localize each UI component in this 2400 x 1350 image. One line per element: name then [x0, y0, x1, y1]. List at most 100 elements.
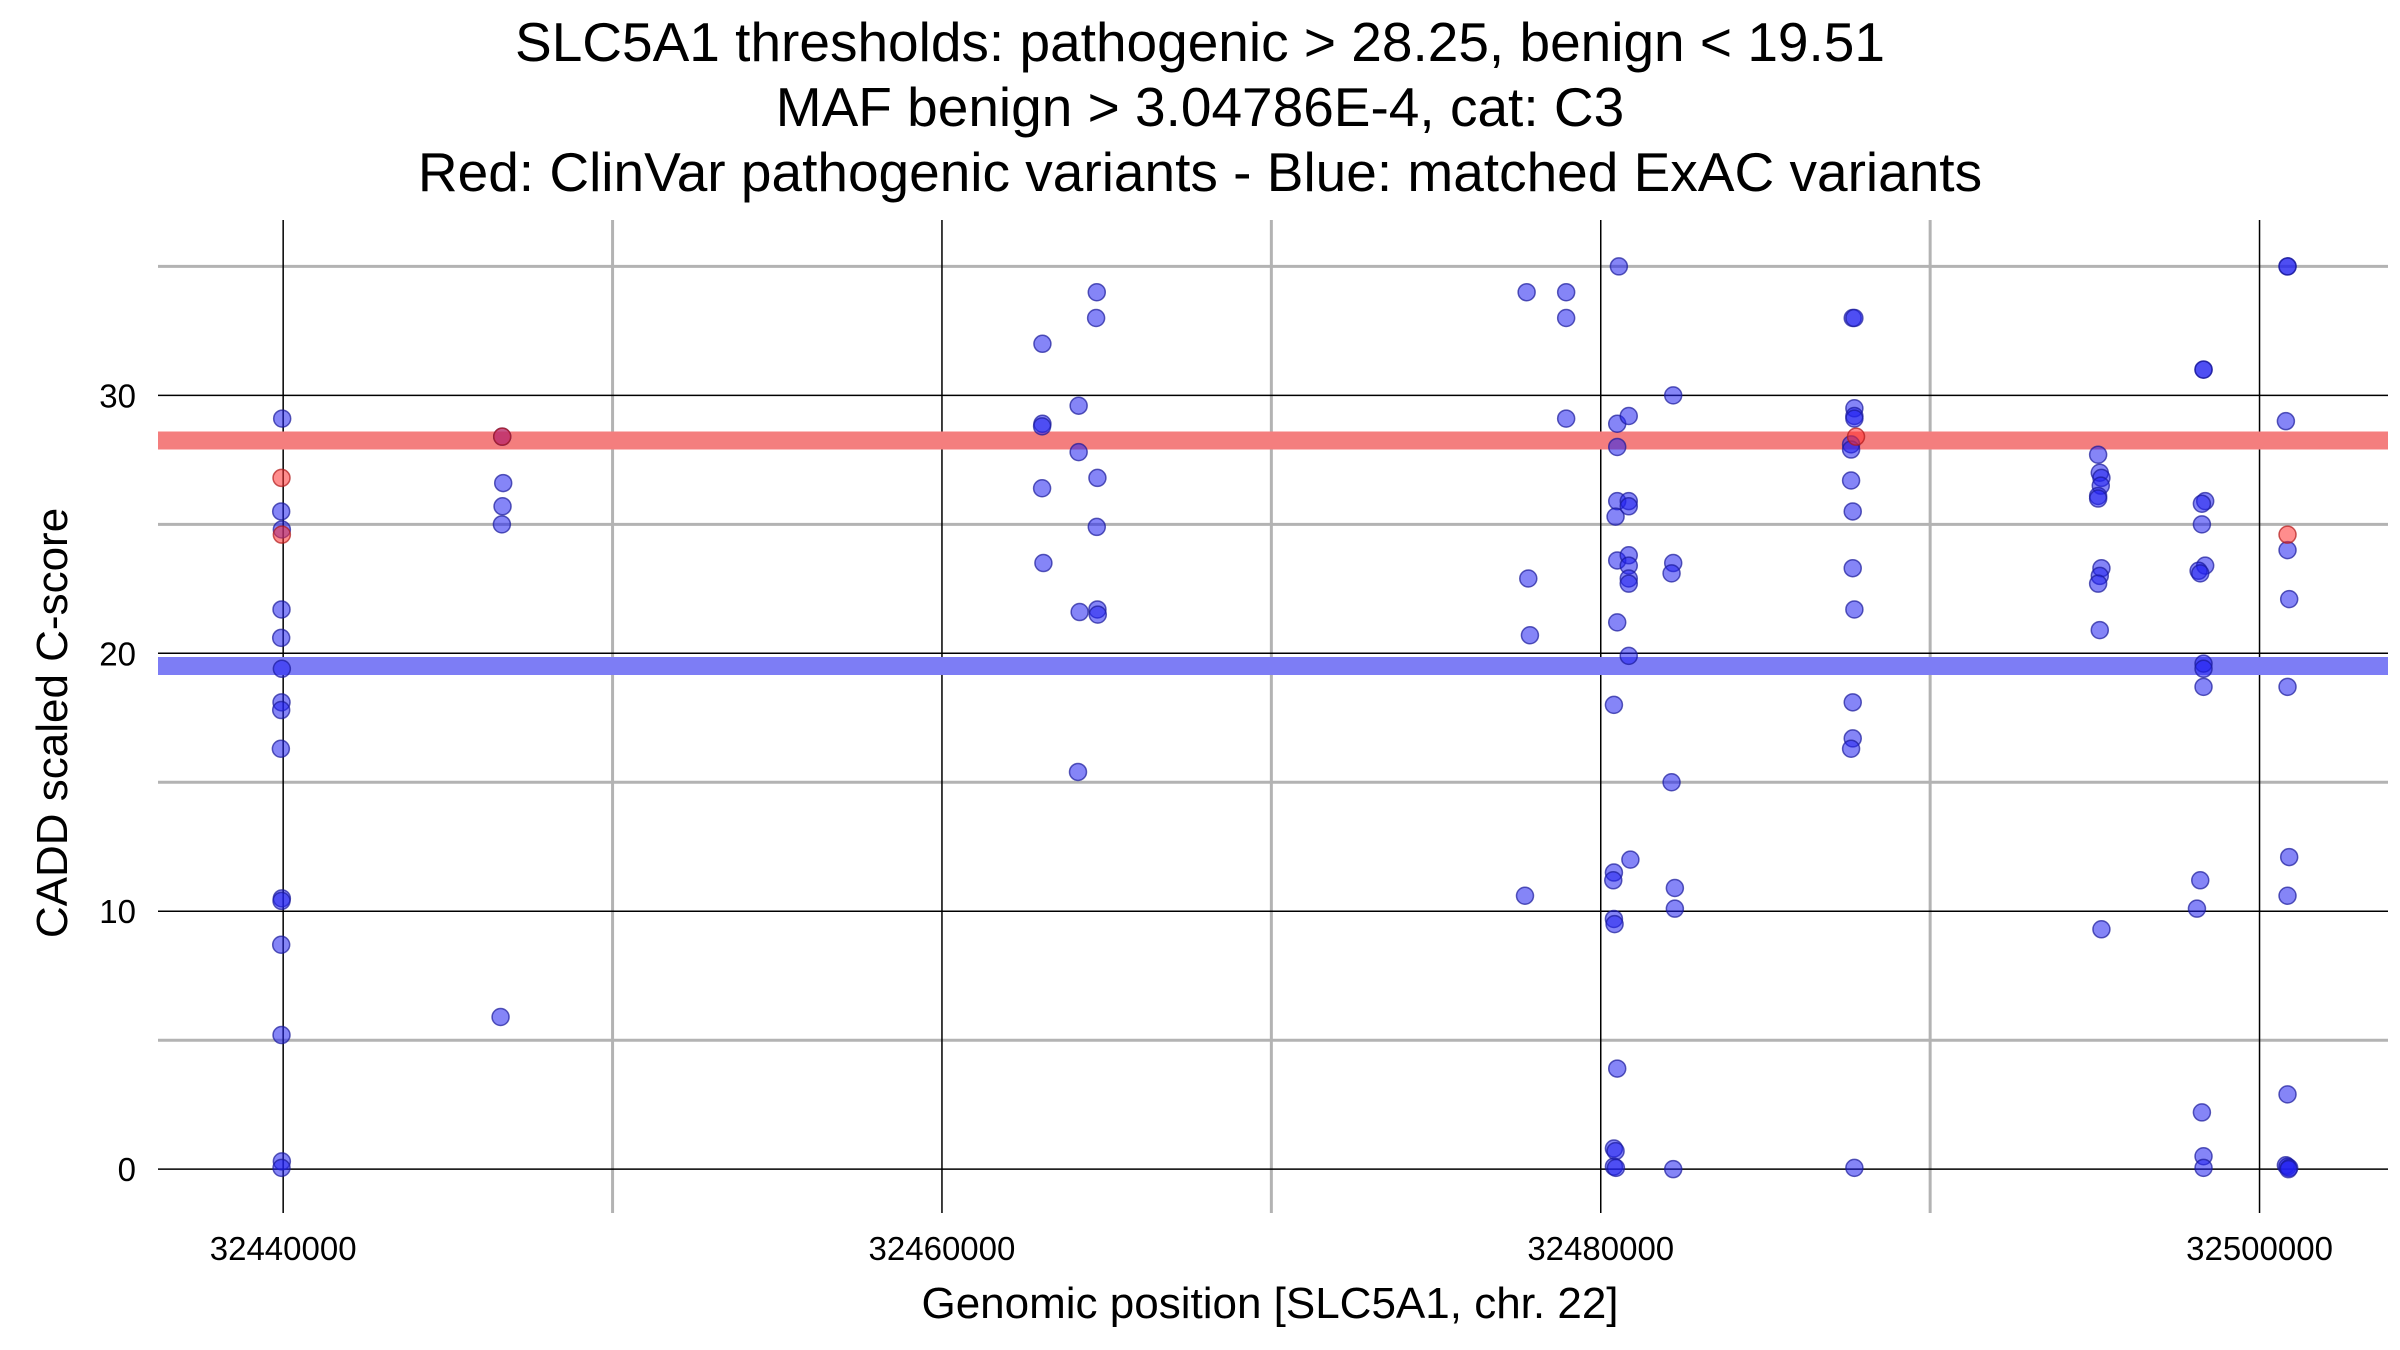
exac-variant-point	[1665, 899, 1685, 918]
exac-variant-point	[271, 700, 291, 720]
exac-variant-point	[1845, 409, 1864, 428]
exac-variant-point	[493, 473, 513, 493]
exac-variant-point	[272, 1025, 291, 1045]
exac-variant-point	[2092, 920, 2111, 939]
exac-variant-point	[271, 935, 291, 955]
clinvar-pathogenic-point	[272, 525, 292, 544]
exac-variant-point	[1556, 282, 1576, 302]
exac-variant-point	[491, 1007, 510, 1027]
exac-variant-point	[1607, 1059, 1627, 1078]
exac-variant-point	[2190, 871, 2210, 890]
clinvar-pathogenic-point	[1846, 427, 1866, 446]
exac-variant-point	[493, 497, 512, 516]
exac-variant-point	[1841, 471, 1861, 490]
exac-variant-point	[1517, 282, 1536, 302]
exac-variant-point	[1034, 553, 1053, 573]
exac-variant-point	[272, 659, 292, 679]
exac-variant-point	[1845, 1158, 1864, 1178]
exac-variant-point	[2278, 677, 2297, 697]
exac-variant-point	[1520, 626, 1540, 645]
exac-variant-point	[1515, 886, 1535, 906]
point-layer	[271, 257, 2299, 1179]
x-tick-label: 32460000	[869, 1230, 1016, 1267]
exac-variant-point	[1843, 558, 1862, 578]
exac-variant-point	[271, 628, 291, 648]
y-tick-label: 10	[99, 893, 136, 930]
grid-layer	[158, 220, 2388, 1213]
exac-variant-point	[1033, 334, 1052, 354]
exac-variant-point	[1621, 850, 1640, 869]
x-axis-title: Genomic position [SLC5A1, chr. 22]	[921, 1279, 1618, 1328]
exac-variant-point	[2192, 515, 2212, 534]
exac-variant-point	[2194, 1158, 2213, 1178]
exac-variant-point	[1556, 409, 1576, 428]
exac-variant-point	[2187, 899, 2207, 918]
exac-variant-point	[2088, 489, 2108, 508]
exac-variant-point	[2278, 257, 2297, 276]
exac-variant-point	[1069, 396, 1088, 415]
exac-variant-point	[1662, 773, 1681, 792]
exac-variant-point	[272, 891, 291, 911]
exac-variant-point	[1663, 1159, 1683, 1179]
exac-variant-point	[272, 1158, 291, 1178]
exac-variant-point	[1605, 914, 1624, 934]
exac-variant-point	[1032, 478, 1052, 498]
exac-variant-point	[1032, 417, 1052, 436]
exac-variant-point	[2194, 677, 2213, 697]
exac-variant-point	[2278, 1085, 2297, 1104]
exac-variant-point	[2279, 589, 2299, 609]
y-axis-title: CADD scaled C-score	[28, 508, 77, 938]
clinvar-pathogenic-point	[272, 468, 291, 488]
exac-variant-point	[1606, 507, 1625, 526]
exac-variant-point	[271, 739, 291, 758]
exac-variant-point	[272, 600, 291, 619]
exac-variant-point	[492, 515, 512, 534]
exac-variant-point	[1087, 517, 1107, 537]
exac-variant-point	[2279, 1159, 2298, 1179]
y-tick-label: 20	[99, 635, 136, 672]
exac-variant-point	[1607, 613, 1627, 632]
exac-variant-point	[1604, 871, 1623, 890]
clinvar-pathogenic-point	[492, 427, 512, 446]
exac-variant-point	[1069, 442, 1088, 462]
exac-variant-point	[1845, 600, 1864, 619]
exac-variant-point	[2190, 564, 2210, 583]
exac-variant-point	[1070, 602, 1089, 622]
y-tick-label: 0	[118, 1151, 136, 1188]
x-tick-label: 32440000	[210, 1230, 357, 1267]
exac-variant-point	[1841, 739, 1861, 758]
chart-title: SLC5A1 thresholds: pathogenic > 28.25, b…	[0, 10, 2400, 205]
exac-variant-point	[2279, 847, 2299, 867]
exac-variant-point	[1843, 693, 1862, 712]
exac-variant-point	[1663, 386, 1683, 405]
exac-variant-point	[1606, 1141, 1625, 1161]
exac-variant-point	[1662, 564, 1681, 583]
exac-variant-point	[1606, 1158, 1626, 1178]
exac-variant-point	[2088, 445, 2108, 464]
exac-variant-point	[1619, 406, 1638, 426]
exac-variant-point	[2088, 574, 2108, 593]
exac-variant-point	[1619, 497, 1638, 516]
exac-variant-point	[2090, 620, 2110, 640]
exac-variant-point	[1619, 646, 1638, 666]
exac-variant-point	[2278, 540, 2297, 560]
exac-variant-point	[1607, 437, 1627, 457]
exac-variant-point	[1088, 468, 1107, 488]
exac-variant-point	[1087, 282, 1107, 302]
exac-variant-point	[2276, 411, 2296, 431]
clinvar-pathogenic-point	[2278, 525, 2297, 544]
exac-variant-point	[1519, 569, 1538, 588]
exac-variant-point	[1086, 308, 1106, 328]
exac-variant-point	[1604, 695, 1624, 715]
threshold-layer	[158, 431, 2388, 675]
exac-variant-point	[2278, 886, 2297, 906]
exac-variant-point	[272, 409, 292, 428]
title-line-1: SLC5A1 thresholds: pathogenic > 28.25, b…	[515, 11, 1885, 73]
exac-variant-point	[1845, 308, 1864, 328]
exac-variant-point	[1556, 308, 1576, 328]
exac-variant-point	[1843, 502, 1862, 521]
x-tick-label: 32480000	[1527, 1230, 1674, 1267]
exac-variant-point	[1665, 878, 1685, 898]
title-line-2: MAF benign > 3.04786E-4, cat: C3	[775, 76, 1625, 138]
